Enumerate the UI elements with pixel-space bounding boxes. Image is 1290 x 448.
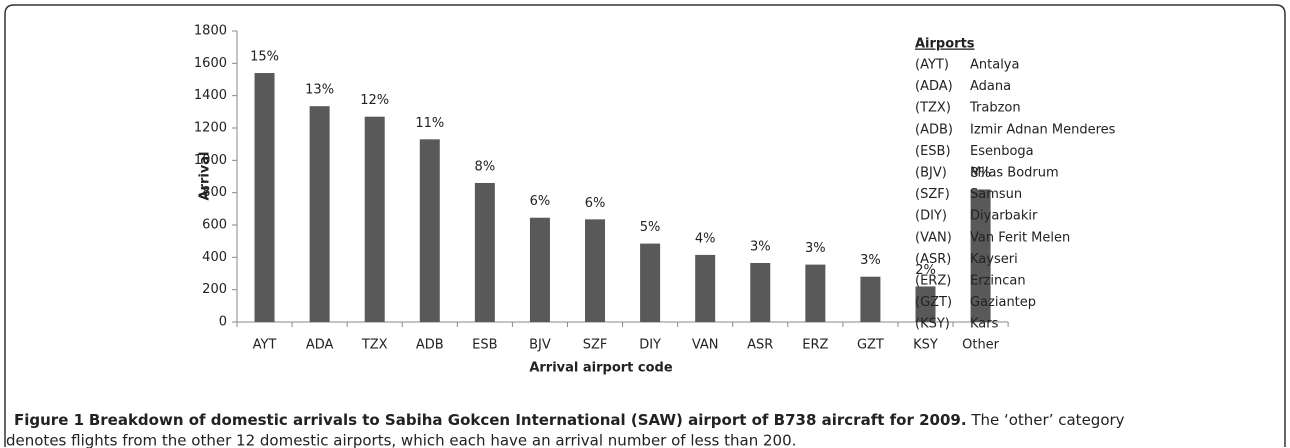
share-label: 8%	[970, 166, 991, 181]
legend-code: (KSY)	[915, 317, 950, 332]
share-label: 3%	[750, 239, 771, 254]
x-tick-label: KSY	[913, 338, 938, 353]
legend-code: (VAN)	[915, 230, 952, 245]
y-tick-label: 0	[219, 315, 227, 330]
legend-name: Diyarbakir	[970, 209, 1038, 224]
share-label: 8%	[475, 159, 496, 174]
bar	[364, 116, 385, 322]
legend-code: (SZF)	[915, 187, 950, 202]
legend-name: Samsun	[970, 187, 1022, 202]
share-label: 13%	[305, 83, 334, 98]
x-tick-label: VAN	[692, 338, 719, 353]
y-tick-label: 1400	[194, 88, 227, 103]
legend-code: (ASR)	[915, 252, 951, 267]
y-tick-label: 1000	[194, 153, 227, 168]
bar	[474, 182, 495, 322]
legend-name: Kars	[970, 317, 999, 332]
y-tick-label: 600	[202, 218, 227, 233]
x-tick-label: Other	[962, 338, 1000, 353]
figure-border	[4, 4, 1286, 447]
y-tick-label: 1800	[194, 24, 227, 39]
bar	[529, 217, 550, 322]
legend-name: Trabzon	[969, 101, 1021, 116]
share-label: 11%	[415, 116, 444, 131]
share-label: 6%	[530, 194, 551, 209]
share-label: 12%	[360, 93, 389, 108]
legend-code: (ADB)	[915, 122, 953, 137]
share-label: 6%	[585, 196, 606, 211]
legend-name: Gaziantep	[970, 295, 1036, 310]
caption-line: Figure 1 Breakdown of domestic arrivals …	[14, 411, 1125, 429]
y-tick-label: 200	[202, 282, 227, 297]
bar	[970, 189, 991, 322]
legend-code: (AYT)	[915, 58, 949, 73]
bar	[750, 262, 771, 322]
x-tick-label: ESB	[472, 338, 497, 353]
share-label: 5%	[640, 220, 661, 235]
legend-name: Van Ferit Melen	[970, 230, 1070, 245]
y-tick-label: 1600	[194, 56, 227, 71]
share-label: 2%	[915, 263, 936, 278]
legend-code: (ERZ)	[915, 274, 951, 289]
legend-code: (ADA)	[915, 79, 953, 94]
bar	[640, 243, 661, 322]
caption-text: The ‘other’ category	[970, 411, 1124, 429]
x-tick-label: ERZ	[802, 338, 828, 353]
y-tick-label: 800	[202, 185, 227, 200]
legend-name: Erzincan	[970, 274, 1026, 289]
share-label: 3%	[860, 253, 881, 268]
x-tick-label: AYT	[253, 338, 277, 353]
x-tick-label: GZT	[857, 338, 884, 353]
y-axis-label: Arrival	[198, 151, 213, 200]
legend-name: Kayseri	[970, 252, 1018, 267]
bar	[585, 219, 606, 322]
bar	[915, 286, 936, 322]
share-label: 3%	[805, 241, 826, 256]
x-tick-label: ADB	[416, 338, 444, 353]
legend-code: (TZX)	[915, 101, 951, 116]
x-tick-label: ASR	[747, 338, 773, 353]
x-tick-label: BJV	[529, 338, 551, 353]
x-tick-label: DIY	[639, 338, 661, 353]
x-tick-label: TZX	[361, 338, 388, 353]
bar	[695, 254, 716, 322]
share-label: 4%	[695, 231, 716, 246]
bar	[419, 139, 440, 322]
bar	[309, 106, 330, 322]
x-axis-label: Arrival airport code	[529, 361, 673, 376]
y-tick-label: 400	[202, 250, 227, 265]
legend-code: (BJV)	[915, 166, 947, 181]
legend-name: Izmir Adnan Menderes	[970, 122, 1116, 137]
x-tick-label: SZF	[583, 338, 608, 353]
bar	[254, 73, 275, 323]
legend-code: (GZT)	[915, 295, 952, 310]
legend-code: (DIY)	[915, 209, 947, 224]
x-tick-label: ADA	[306, 338, 334, 353]
legend-name: Milas Bodrum	[970, 166, 1059, 181]
caption-title: Breakdown of domestic arrivals to Sabiha…	[89, 411, 967, 429]
caption-text: denotes flights from the other 12 domest…	[6, 432, 796, 448]
legend-name: Antalya	[970, 58, 1019, 73]
legend-name: Adana	[970, 79, 1011, 94]
y-tick-label: 1200	[194, 121, 227, 136]
share-label: 15%	[250, 50, 279, 65]
caption-label: Figure 1	[14, 411, 84, 429]
legend-name: Esenboga	[970, 144, 1034, 159]
legend-code: (ESB)	[915, 144, 951, 159]
legend-title: Airports	[915, 37, 975, 52]
bar	[860, 276, 881, 322]
bar	[805, 264, 826, 322]
